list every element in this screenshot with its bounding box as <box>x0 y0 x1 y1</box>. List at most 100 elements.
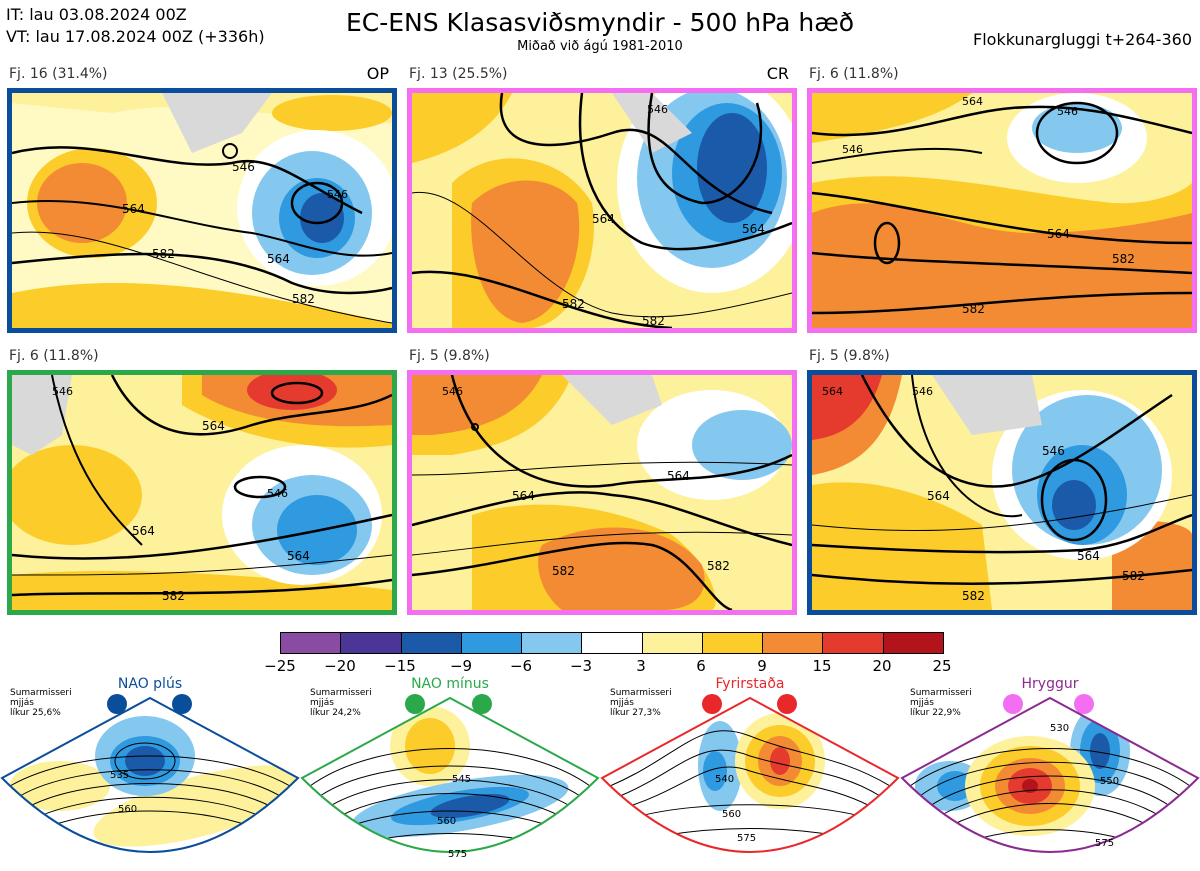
cluster-label: Fj. 16 (31.4%) <box>9 66 108 82</box>
contour-label: 582 <box>707 559 730 573</box>
contour-label: 582 <box>152 247 175 261</box>
page-title: EC-ENS Klasasviðsmyndir - 500 hPa hæð <box>345 8 855 37</box>
cluster-label: Fj. 5 (9.8%) <box>809 348 890 364</box>
cluster-panel-3: Fj. 6 (11.8%) 564 546 546 564 582 582 <box>807 66 1197 333</box>
cluster-label: Fj. 5 (9.8%) <box>409 348 490 364</box>
cluster-panel-1: Fj. 16 (31.4%) OP 546 564 564 582 582 <box>7 64 397 333</box>
contour-label: 575 <box>737 833 756 844</box>
colorbar-tick: −9 <box>449 657 473 675</box>
regime-blocking: Fyrirstaða Sumarmisseri mjjás líkur 27,3… <box>600 676 900 866</box>
regime-map-svg: 535 560 <box>0 696 300 853</box>
contour-label: 564 <box>822 385 843 398</box>
contour-label: 546 <box>442 385 463 398</box>
regime-info-line: mjjás <box>10 698 34 708</box>
regime-info-line: Sumarmisseri <box>610 688 672 698</box>
contour-label: 564 <box>742 222 765 236</box>
contour-label: 564 <box>202 419 225 433</box>
classification-window: Flokkunargluggi t+264-360 <box>973 30 1192 49</box>
colorbar-swatch <box>461 633 523 653</box>
contour-label: 564 <box>122 202 145 216</box>
contour-label: 575 <box>1095 838 1114 849</box>
contour-label: 535 <box>110 770 129 781</box>
regime-info-line: líkur 27,3% <box>610 708 661 718</box>
contour-label: 564 <box>512 489 535 503</box>
contour-label: 564 <box>132 524 155 538</box>
regime-info-line: Sumarmisseri <box>910 688 972 698</box>
regime-map-svg: 540 560 575 <box>600 696 900 853</box>
cluster-map-svg: 546 564 564 582 582 <box>412 93 792 328</box>
contour-label: 564 <box>927 489 950 503</box>
contour-label: 546 <box>912 385 933 398</box>
cluster-map: 564 546 546 564 582 582 <box>807 88 1197 333</box>
regime-info: Sumarmisseri mjjás líkur 25,6% <box>10 688 72 718</box>
contour-label: 550 <box>1100 776 1119 787</box>
contour-label: 564 <box>962 95 983 108</box>
contour-label: 582 <box>642 314 665 328</box>
cluster-map-svg: 546 564 564 582 582 546 <box>12 93 392 328</box>
cluster-map: 546 564 546 564 564 582 <box>7 370 397 615</box>
contour-label: 564 <box>287 549 310 563</box>
cluster-tag: CR <box>766 64 789 83</box>
regime-name: Fyrirstaða <box>715 676 785 692</box>
colorbar-swatch <box>281 633 342 653</box>
contour-label: 582 <box>292 292 315 306</box>
cluster-map-svg: 546 564 564 582 582 <box>412 375 792 610</box>
colorbar-tick: −20 <box>324 657 356 675</box>
regime-name: NAO mínus <box>411 676 489 692</box>
cluster-map-svg: 546 564 546 564 564 582 <box>12 375 392 610</box>
regime-info-line: líkur 25,6% <box>10 708 61 718</box>
regime-dot <box>472 694 492 714</box>
valid-time: VT: lau 17.08.2024 00Z (+336h) <box>6 27 265 46</box>
contour-label: 546 <box>232 160 255 174</box>
contour-label: 564 <box>667 469 690 483</box>
regime-dot <box>172 694 192 714</box>
regime-ridge: Hryggur Sumarmisseri mjjás líkur 22,9% <box>900 676 1200 866</box>
colorbar <box>280 632 944 654</box>
contour-label: 546 <box>327 188 348 201</box>
contour-label: 564 <box>267 252 290 266</box>
cluster-map-svg: 564 546 546 564 582 582 <box>812 93 1192 328</box>
regime-info: Sumarmisseri mjjás líkur 27,3% <box>610 688 672 718</box>
colorbar-swatch <box>763 633 824 653</box>
regime-info-line: líkur 24,2% <box>310 708 361 718</box>
colorbar-swatch <box>401 633 462 653</box>
contour-label: 582 <box>562 297 585 311</box>
regime-dot <box>1003 694 1023 714</box>
colorbar-tick: 15 <box>812 657 832 675</box>
colorbar-tick: 3 <box>636 657 646 675</box>
cluster-label: Fj. 13 (25.5%) <box>409 66 508 82</box>
page-subtitle: Miðað við ágú 1981-2010 <box>517 39 683 54</box>
regime-dot <box>777 694 797 714</box>
regime-dot <box>107 694 127 714</box>
contour-label: 564 <box>1077 549 1100 563</box>
cluster-label: Fj. 6 (11.8%) <box>9 348 99 364</box>
colorbar-tick: −25 <box>264 657 296 675</box>
colorbar-tick: −15 <box>384 657 416 675</box>
contour-label: 564 <box>1047 227 1070 241</box>
colorbar-tick: −3 <box>569 657 593 675</box>
colorbar-swatch <box>883 633 943 653</box>
regime-info-line: mjjás <box>310 698 334 708</box>
cluster-map: 546 564 564 582 582 <box>407 88 797 333</box>
contour-label: 582 <box>962 302 985 316</box>
colorbar-swatch <box>823 633 884 653</box>
contour-label: 575 <box>448 849 467 860</box>
regime-name: Hryggur <box>1021 676 1079 692</box>
cluster-panel-5: Fj. 5 (9.8%) 546 564 564 582 582 <box>407 348 797 615</box>
colorbar-tick: 6 <box>696 657 706 675</box>
regime-info-line: Sumarmisseri <box>310 688 372 698</box>
contour-label: 546 <box>267 487 288 500</box>
cluster-tag: OP <box>366 64 389 83</box>
contour-label: 546 <box>1057 105 1078 118</box>
contour-label: 540 <box>715 774 734 785</box>
regime-info: Sumarmisseri mjjás líkur 24,2% <box>310 688 372 718</box>
contour-label: 546 <box>1042 444 1065 458</box>
contour-label: 582 <box>962 589 985 603</box>
regime-map-svg: 530 550 575 <box>900 696 1200 853</box>
colorbar-swatch <box>702 633 764 653</box>
regime-info: Sumarmisseri mjjás líkur 22,9% <box>910 688 972 718</box>
regime-info-line: mjjás <box>610 698 634 708</box>
contour-label: 564 <box>592 212 615 226</box>
regime-info-line: Sumarmisseri <box>10 688 72 698</box>
cluster-panel-6: Fj. 5 (9.8%) 564 546 564 546 564 582 5 <box>807 348 1197 615</box>
